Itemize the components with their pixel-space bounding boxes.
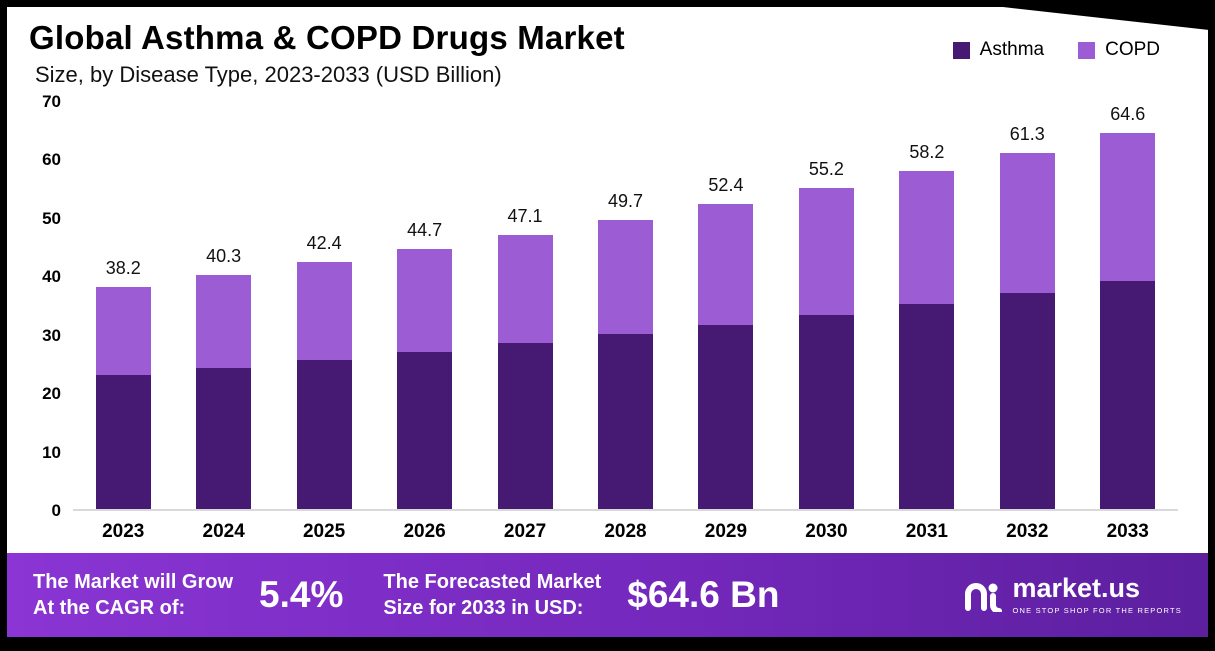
bar-2024: 40.3 [173, 102, 273, 509]
bar-segment-copd-2023 [95, 286, 151, 376]
x-axis-label-2024: 2024 [202, 521, 245, 542]
y-axis-tick-30: 30 [42, 325, 61, 345]
bar-segment-copd-2029 [698, 204, 754, 325]
x-axis-label-2033: 2033 [1106, 521, 1149, 542]
bar-segment-copd-2024 [196, 274, 252, 368]
banner: The Market will Grow At the CAGR of: 5.4… [7, 553, 1208, 637]
legend: Asthma COPD [952, 39, 1160, 61]
bar-segment-asthma-2032 [999, 292, 1055, 509]
bar-segment-asthma-2030 [798, 314, 854, 509]
x-axis-label-2026: 2026 [403, 521, 446, 542]
y-axis-tick-70: 70 [42, 92, 61, 111]
cagr-label-line2: At the CAGR of: [33, 597, 186, 619]
bar-total-label-2031: 58.2 [909, 141, 945, 162]
cagr-label: The Market will Grow At the CAGR of: [33, 569, 233, 621]
bar-segment-copd-2028 [597, 220, 653, 334]
bar-total-label-2023: 38.2 [105, 257, 141, 278]
bar-segment-copd-2026 [397, 249, 453, 353]
y-axis-tick-60: 60 [42, 150, 61, 170]
x-axis-label-2023: 2023 [102, 521, 145, 542]
bar-segment-asthma-2029 [698, 324, 754, 509]
x-axis-label-2028: 2028 [604, 521, 647, 542]
page-title: Global Asthma & COPD Drugs Market [29, 19, 625, 56]
bar-2025: 42.4 [274, 102, 374, 509]
y-axis-tick-10: 10 [42, 442, 61, 462]
x-axis-label-2032: 2032 [1006, 521, 1049, 542]
bar-segment-copd-2033 [1100, 133, 1156, 281]
market-us-logo-icon [965, 583, 1003, 612]
bar-2028: 49.7 [575, 102, 675, 509]
bar-2029: 52.4 [676, 102, 776, 509]
forecast-label-line2: Size for 2033 in USD: [383, 597, 584, 619]
x-axis-label-2031: 2031 [905, 521, 948, 542]
bar-segment-asthma-2023 [95, 375, 151, 509]
bar-segment-asthma-2033 [1100, 280, 1156, 509]
chart-header: Global Asthma & COPD Drugs Market Size, … [7, 7, 1208, 88]
logo-text: market.us [1012, 573, 1141, 603]
bar-2027: 47.1 [475, 102, 575, 509]
forecast-value: $64.6 Bn [627, 574, 780, 615]
bottom-strip [7, 637, 1208, 644]
bar-total-label-2033: 64.6 [1110, 104, 1146, 125]
x-axis-label-2027: 2027 [503, 521, 547, 542]
logo-text-block: market.us ONE STOP SHOP FOR THE REPORTS [1012, 573, 1182, 616]
bar-total-label-2026: 44.7 [407, 220, 443, 241]
bar-segment-copd-2027 [497, 235, 553, 344]
cagr-value: 5.4% [259, 574, 344, 615]
y-axis-tick-20: 20 [42, 384, 61, 404]
bar-segment-copd-2025 [296, 262, 352, 361]
legend-swatch-copd [1078, 41, 1096, 59]
x-axis-label-2030: 2030 [805, 521, 848, 542]
bar-segment-copd-2032 [999, 152, 1055, 293]
bar-segment-asthma-2026 [397, 352, 453, 509]
chart-area: 0 10 20 30 40 50 60 70 38.2 40.3 42.4 44.7 47.1 49.7… [7, 88, 1208, 553]
bar-total-label-2024: 40.3 [206, 245, 242, 266]
bar-segment-asthma-2024 [196, 367, 252, 509]
bar-total-label-2030: 55.2 [808, 159, 844, 180]
y-axis-tick-50: 50 [42, 208, 61, 228]
forecast-label: The Forecasted Market Size for 2033 in U… [383, 569, 601, 621]
y-axis-tick-0: 0 [51, 501, 61, 520]
x-axis-label-2029: 2029 [704, 521, 748, 542]
bar-total-label-2027: 47.1 [507, 206, 543, 227]
bar-2023: 38.2 [73, 102, 173, 509]
logo-tagline: ONE STOP SHOP FOR THE REPORTS [1012, 606, 1182, 615]
bar-2032: 61.3 [977, 102, 1077, 509]
bar-total-label-2025: 42.4 [306, 233, 342, 254]
bar-segment-asthma-2028 [597, 334, 653, 509]
bar-segment-asthma-2031 [899, 303, 955, 509]
y-axis: 0 10 20 30 40 50 60 70 [23, 92, 73, 520]
x-axis: 2023 2024 2025 2026 2027 2028 2029 2030 2031 2032… [73, 511, 1178, 553]
legend-item-copd: COPD [1078, 39, 1160, 61]
market-us-logo: market.us ONE STOP SHOP FOR THE REPORTS [962, 575, 1182, 615]
bar-segment-asthma-2025 [296, 360, 352, 509]
bar-2031: 58.2 [877, 102, 977, 509]
bar-2026: 44.7 [374, 102, 474, 509]
plot-area: 38.2 40.3 42.4 44.7 47.1 49.7 52.4 55.2 58.2 61.3… [73, 102, 1178, 511]
y-axis-tick-40: 40 [42, 267, 61, 287]
page-subtitle: Size, by Disease Type, 2023-2033 (USD Bi… [35, 62, 502, 87]
x-axis-label-2025: 2025 [302, 521, 346, 542]
bar-2030: 55.2 [776, 102, 876, 509]
legend-item-asthma: Asthma [952, 39, 1045, 61]
legend-label-copd: COPD [1105, 39, 1160, 60]
bar-segment-copd-2031 [899, 170, 955, 304]
legend-label-asthma: Asthma [979, 39, 1045, 60]
legend-swatch-asthma [952, 41, 970, 59]
bar-segment-copd-2030 [798, 188, 854, 315]
forecast-label-line1: The Forecasted Market [383, 571, 602, 593]
bar-segment-asthma-2027 [497, 343, 553, 509]
bar-2033: 64.6 [1078, 102, 1178, 509]
bar-total-label-2029: 52.4 [708, 175, 744, 196]
cagr-label-line1: The Market will Grow [33, 571, 234, 593]
bar-total-label-2028: 49.7 [607, 191, 644, 212]
bar-total-label-2032: 61.3 [1009, 123, 1045, 144]
